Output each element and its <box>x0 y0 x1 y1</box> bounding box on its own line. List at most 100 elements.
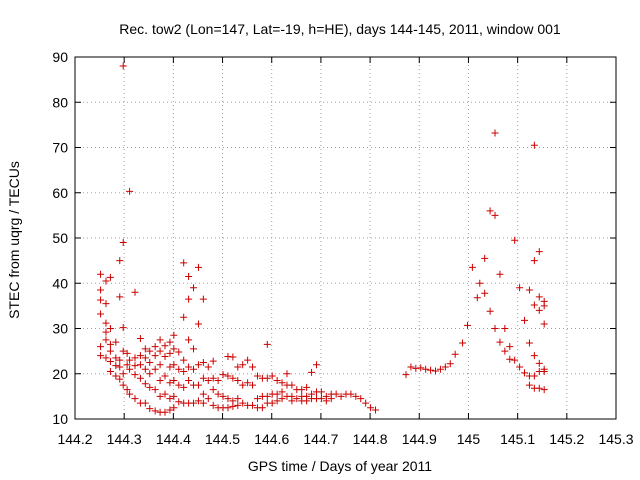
data-point <box>106 347 114 355</box>
data-point <box>180 367 188 375</box>
data-point <box>303 397 311 405</box>
data-point <box>126 390 134 398</box>
data-point <box>161 342 169 350</box>
data-point <box>283 370 291 378</box>
data-point <box>204 363 212 371</box>
data-point <box>199 390 207 398</box>
data-point <box>161 372 169 380</box>
data-point <box>175 398 183 406</box>
data-point <box>156 347 164 355</box>
data-point <box>258 404 266 412</box>
data-point <box>525 286 533 294</box>
data-point <box>180 313 188 321</box>
data-point <box>249 401 257 409</box>
data-point <box>151 365 159 373</box>
y-tick-label: 60 <box>52 185 68 201</box>
data-point <box>209 401 217 409</box>
data-point <box>136 352 144 360</box>
data-point <box>224 404 232 412</box>
y-tick-label: 30 <box>52 321 68 337</box>
data-point <box>112 354 120 362</box>
data-point <box>511 356 519 364</box>
x-tick-label: 145.2 <box>549 431 584 447</box>
data-point <box>136 374 144 382</box>
data-point <box>481 289 489 297</box>
data-point <box>136 334 144 342</box>
data-point <box>97 296 105 304</box>
data-point <box>451 350 459 358</box>
data-point <box>190 284 198 292</box>
y-tick-label: 50 <box>52 230 68 246</box>
data-point <box>263 374 271 382</box>
data-point <box>511 236 519 244</box>
data-point <box>317 388 325 396</box>
x-tick-label: 145 <box>457 431 481 447</box>
x-tick-label: 144.4 <box>156 431 191 447</box>
data-point <box>239 399 247 407</box>
data-point <box>317 395 325 403</box>
data-point <box>106 367 114 375</box>
data-point <box>102 336 110 344</box>
data-point <box>185 377 193 385</box>
data-point <box>199 295 207 303</box>
data-point <box>112 338 120 346</box>
data-point <box>194 263 202 271</box>
data-point <box>123 361 131 369</box>
data-point <box>161 390 169 398</box>
x-axis-title: GPS time / Days of year 2011 <box>248 458 432 474</box>
data-point <box>97 343 105 351</box>
data-point <box>367 404 375 412</box>
data-point <box>131 354 139 362</box>
data-point <box>535 384 543 392</box>
data-point <box>521 316 529 324</box>
data-point <box>156 361 164 369</box>
data-point <box>268 399 276 407</box>
x-tick-label: 144.5 <box>205 431 240 447</box>
data-point <box>166 395 174 403</box>
x-tick-label: 144.9 <box>402 431 437 447</box>
data-point <box>119 347 127 355</box>
data-point <box>185 363 193 371</box>
data-point <box>161 353 169 361</box>
data-point <box>278 388 286 396</box>
data-point <box>161 408 169 416</box>
data-point <box>170 345 178 353</box>
data-point <box>473 294 481 302</box>
data-point <box>432 367 440 375</box>
data-point <box>136 361 144 369</box>
data-point <box>244 379 252 387</box>
y-tick-label: 80 <box>52 94 68 110</box>
data-point <box>372 406 380 414</box>
data-point <box>116 257 124 265</box>
data-point <box>530 301 538 309</box>
data-point <box>357 395 365 403</box>
data-point <box>253 395 261 403</box>
data-point <box>530 257 538 265</box>
data-point <box>303 383 311 391</box>
data-point <box>402 371 410 379</box>
data-point <box>119 370 127 378</box>
data-point <box>298 386 306 394</box>
data-point <box>337 392 345 400</box>
data-point <box>146 358 154 366</box>
data-point <box>151 407 159 415</box>
data-point <box>199 399 207 407</box>
data-point <box>322 397 330 405</box>
data-point <box>119 239 127 247</box>
data-point <box>102 328 110 336</box>
data-point <box>530 141 538 149</box>
data-point <box>234 401 242 409</box>
data-point <box>249 363 257 371</box>
data-point <box>249 381 257 389</box>
data-point <box>501 325 509 332</box>
data-point <box>422 365 430 373</box>
data-point <box>141 399 149 407</box>
data-point <box>156 392 164 400</box>
y-tick-label: 90 <box>52 49 68 65</box>
data-point <box>436 365 444 373</box>
data-point <box>214 390 222 398</box>
data-point <box>312 361 320 369</box>
data-point <box>119 324 127 332</box>
data-point <box>278 379 286 387</box>
data-point <box>151 343 159 351</box>
